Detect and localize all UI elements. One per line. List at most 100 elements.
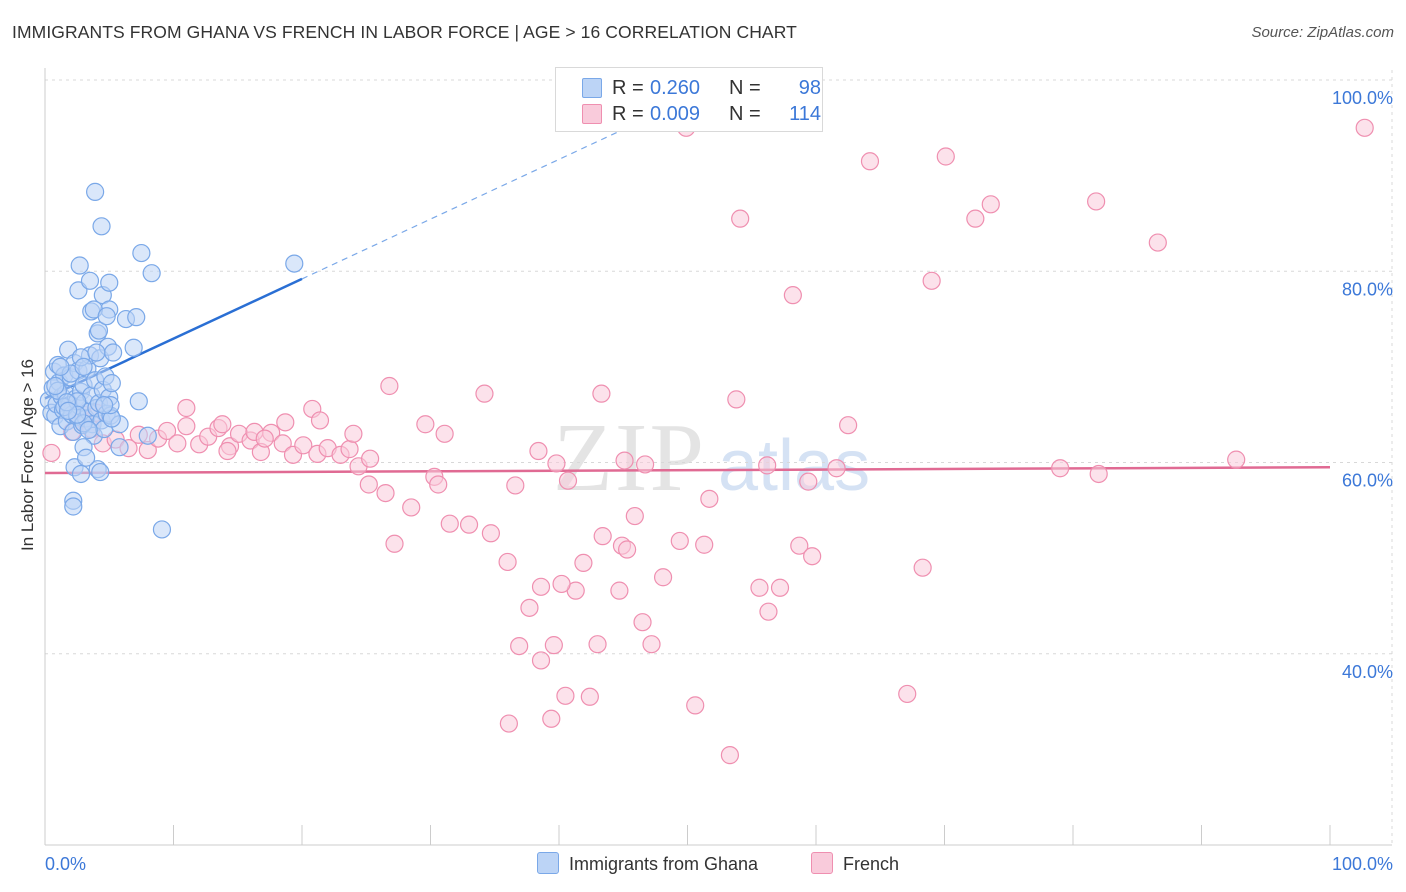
- ghana-point: [124, 338, 143, 357]
- french-point: [827, 459, 846, 478]
- french-point: [695, 535, 714, 554]
- french-point: [731, 209, 750, 228]
- ghana-point: [89, 321, 109, 340]
- data-points: [39, 118, 1374, 765]
- french-point: [506, 476, 525, 495]
- french-point: [440, 514, 459, 533]
- legend-swatch-ghana: [537, 852, 559, 874]
- ghana-point: [64, 497, 83, 516]
- french-point: [790, 536, 809, 555]
- legend-r-value: 0.260: [650, 77, 701, 99]
- french-point: [552, 574, 571, 594]
- french-point: [966, 209, 985, 228]
- y-tick-labels: 40.0% 60.0% 80.0% 100.0%: [1332, 88, 1393, 682]
- ghana-point: [95, 396, 114, 415]
- french-point: [727, 390, 746, 409]
- legend-label-french: French: [843, 854, 900, 874]
- ghana-point: [79, 420, 98, 440]
- ghana-point: [70, 256, 89, 275]
- legend-item-french: French: [811, 852, 899, 875]
- french-point: [759, 602, 778, 621]
- french-point: [435, 424, 454, 443]
- french-point: [498, 552, 517, 572]
- legend-r-value: 0.009: [650, 103, 701, 125]
- legend-swatch-ghana: [582, 78, 602, 98]
- french-point: [770, 578, 790, 597]
- french-point: [653, 568, 673, 587]
- legend-label-ghana: Immigrants from Ghana: [569, 854, 759, 874]
- ghana-point: [138, 426, 157, 445]
- ghana-point: [152, 520, 172, 539]
- y-tick-label: 40.0%: [1342, 662, 1393, 682]
- french-point: [750, 578, 769, 597]
- french-point: [529, 441, 548, 461]
- french-point: [429, 475, 448, 494]
- french-point: [380, 376, 399, 396]
- ghana-point: [51, 357, 70, 376]
- french-point: [310, 411, 330, 430]
- french-point: [359, 475, 378, 494]
- ghana-point: [100, 273, 119, 292]
- x-tick-label: 0.0%: [45, 854, 86, 874]
- french-point: [361, 449, 380, 468]
- legend-item-ghana: Immigrants from Ghana: [537, 852, 758, 875]
- french-point: [213, 415, 232, 434]
- ghana-point: [142, 264, 161, 283]
- french-point: [670, 531, 689, 551]
- french-point: [385, 534, 404, 553]
- french-point: [1355, 118, 1374, 137]
- french-point: [218, 441, 237, 461]
- french-point: [544, 636, 563, 655]
- french-point: [542, 709, 561, 728]
- ghana-point: [132, 243, 151, 263]
- french-point: [475, 384, 494, 403]
- legend-n-label: N =: [729, 77, 761, 99]
- french-point: [481, 524, 500, 543]
- ghana-point: [80, 271, 100, 290]
- ghana-point: [46, 376, 65, 396]
- ghana-point: [129, 392, 148, 411]
- french-point: [783, 286, 802, 305]
- french-point: [633, 613, 652, 632]
- french-point: [499, 714, 518, 733]
- x-tick-label: 100.0%: [1332, 854, 1393, 874]
- french-point: [42, 443, 61, 463]
- french-point: [580, 687, 599, 706]
- french-point: [1148, 233, 1167, 252]
- french-point: [547, 454, 566, 473]
- french-point: [686, 696, 705, 715]
- french-point: [416, 415, 435, 434]
- french-point: [255, 429, 274, 448]
- french-point: [294, 436, 313, 455]
- watermark-atlas: atlas: [718, 426, 870, 506]
- french-point: [615, 451, 634, 470]
- french-point: [700, 489, 719, 508]
- french-point: [510, 636, 529, 656]
- french-point: [588, 635, 607, 654]
- ghana-point: [74, 357, 93, 376]
- french-point: [720, 746, 740, 765]
- french-point: [618, 540, 637, 559]
- x-tick-labels: 0.0% 100.0%: [45, 854, 1393, 874]
- french-point: [531, 651, 551, 670]
- french-point: [610, 581, 629, 600]
- ghana-point: [87, 343, 106, 362]
- legend-n-label: N =: [729, 103, 761, 125]
- french-point: [593, 527, 612, 546]
- legend-swatch-french: [811, 852, 833, 874]
- french-point: [1089, 464, 1108, 484]
- legend-swatch-french: [582, 104, 602, 124]
- ghana-point: [86, 182, 105, 201]
- y-axis-label: In Labor Force | Age > 16: [18, 358, 37, 552]
- french-point: [913, 558, 932, 577]
- french-point: [635, 455, 655, 474]
- ghana-point: [97, 307, 116, 326]
- french-point: [556, 686, 575, 705]
- french-point: [531, 577, 551, 596]
- ghana-point: [59, 401, 78, 420]
- legend-n-value: 114: [789, 103, 821, 125]
- french-point: [839, 416, 858, 435]
- source-credit: Source: ZipAtlas.com: [1251, 24, 1394, 41]
- french-point: [459, 515, 479, 534]
